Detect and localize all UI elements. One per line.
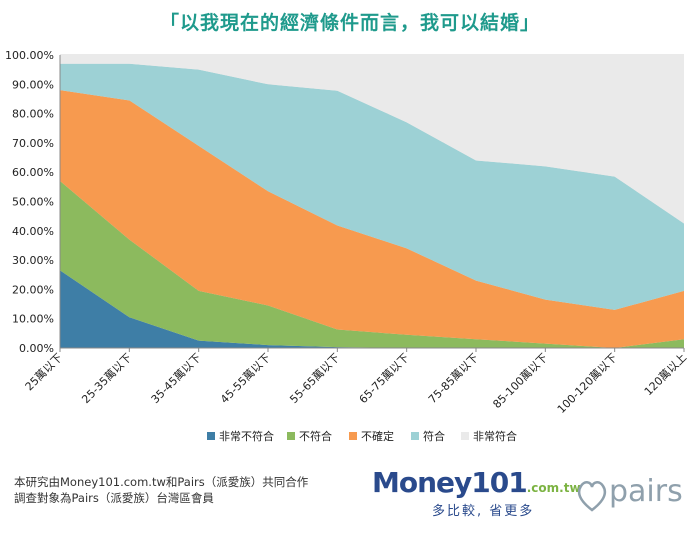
legend-label: 非常符合 — [473, 429, 517, 443]
x-tick-label: 25-35萬以下 — [79, 351, 134, 406]
legend-swatch — [287, 432, 295, 440]
y-tick-label: 90.00% — [12, 78, 54, 91]
area-series-3 — [60, 90, 684, 348]
area-series-2 — [60, 180, 684, 348]
footnote: 本研究由Money101.com.tw和Pairs（派愛族）共同合作 調查對象為… — [14, 474, 308, 506]
legend-label: 符合 — [423, 429, 445, 443]
y-tick-label: 70.00% — [12, 137, 54, 150]
money101-brand: Money101 — [372, 466, 528, 499]
x-tick-label: 35-45萬以下 — [149, 351, 204, 406]
area-series-4 — [60, 63, 684, 310]
area-series-1 — [60, 270, 684, 348]
x-axis: 25萬以下 25-35萬以下 35-45萬以下 45-55萬以下 55-65萬以下 65-… — [23, 347, 689, 416]
legend-swatch — [411, 432, 419, 440]
legend-label: 不確定 — [361, 429, 394, 443]
area-series-5 — [60, 55, 684, 224]
money101-logo: Money101.com.tw 多比較, 省更多 — [372, 466, 581, 526]
y-tick-label: 30.00% — [12, 254, 54, 267]
x-tick-label: 45-55萬以下 — [218, 351, 273, 406]
legend-swatch — [349, 432, 357, 440]
pairs-wordmark: pairs — [609, 474, 683, 509]
y-tick-label: 100.00% — [5, 49, 54, 62]
legend-label: 非常不符合 — [219, 429, 274, 443]
y-tick-label: 60.00% — [12, 166, 54, 179]
x-tick-label: 100-120萬以下 — [555, 351, 620, 416]
x-tick-label: 55-65萬以下 — [287, 351, 342, 406]
legend: 非常不符合 不符合 不確定 符合 非常符合 — [207, 429, 517, 443]
x-tick-label: 65-75萬以下 — [357, 351, 412, 406]
money101-wordmark: Money101.com.tw — [372, 466, 581, 499]
x-tick-label: 85-100萬以下 — [490, 351, 550, 411]
y-tick-label: 0.00% — [19, 342, 54, 355]
legend-label: 不符合 — [299, 429, 332, 443]
y-tick-label: 80.00% — [12, 108, 54, 121]
y-axis: 0.00% 10.00% 20.00% 30.00% 40.00% 50.00% 60.00… — [5, 49, 61, 355]
y-tick-label: 50.00% — [12, 196, 54, 209]
legend-swatch — [461, 432, 469, 440]
y-tick-label: 40.00% — [12, 225, 54, 238]
money101-tagline: 多比較, 省更多 — [432, 504, 535, 519]
y-tick-label: 10.00% — [12, 313, 54, 326]
x-tick-label: 75-85萬以下 — [426, 351, 481, 406]
pairs-logo: pairs — [575, 474, 690, 514]
area-series-group — [60, 55, 684, 348]
legend-swatch — [207, 432, 215, 440]
x-tick-label: 25萬以下 — [23, 351, 65, 393]
pairs-heart-icon — [577, 481, 607, 512]
footnote-line-2: 調查對象為Pairs（派愛族）台灣區會員 — [14, 491, 214, 505]
x-tick-label: 120萬以上 — [642, 351, 689, 398]
chart-title: 「以我現在的經濟條件而言，我可以結婚」 — [159, 12, 540, 34]
money101-domain: .com.tw — [526, 481, 581, 495]
y-tick-label: 20.00% — [12, 283, 54, 296]
footnote-line-1: 本研究由Money101.com.tw和Pairs（派愛族）共同合作 — [14, 475, 309, 489]
